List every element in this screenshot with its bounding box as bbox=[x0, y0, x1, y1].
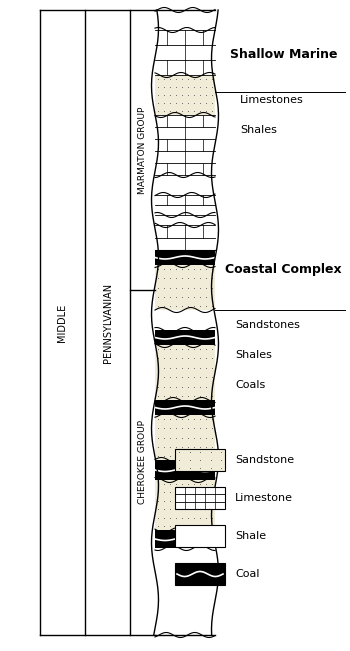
Bar bbox=[155, 530, 215, 548]
Bar bbox=[155, 400, 215, 415]
Bar bbox=[155, 75, 215, 115]
Bar bbox=[175, 563, 225, 585]
Text: Sandstones: Sandstones bbox=[235, 320, 300, 330]
Bar bbox=[155, 225, 215, 250]
Text: Shales: Shales bbox=[235, 350, 272, 360]
Bar bbox=[155, 548, 215, 635]
Bar bbox=[155, 310, 215, 330]
Bar bbox=[155, 195, 215, 215]
Text: Sandstone: Sandstone bbox=[235, 455, 294, 465]
Bar bbox=[155, 10, 215, 30]
Bar bbox=[155, 30, 215, 75]
Bar bbox=[155, 250, 215, 265]
Text: Coals: Coals bbox=[235, 380, 265, 390]
Bar bbox=[155, 265, 215, 310]
Bar bbox=[155, 175, 215, 195]
Bar bbox=[155, 480, 215, 530]
Bar bbox=[175, 525, 225, 547]
Text: Shales: Shales bbox=[240, 125, 277, 135]
Text: Shallow Marine: Shallow Marine bbox=[230, 49, 337, 61]
Bar bbox=[155, 115, 215, 175]
Text: Coal: Coal bbox=[235, 569, 259, 579]
Text: MARMATON GROUP: MARMATON GROUP bbox=[138, 106, 147, 194]
Bar bbox=[155, 415, 215, 460]
Text: Shale: Shale bbox=[235, 531, 266, 541]
Bar bbox=[175, 449, 225, 471]
Text: CHEROKEE GROUP: CHEROKEE GROUP bbox=[138, 421, 147, 505]
Bar bbox=[155, 345, 215, 400]
Text: Coastal Complex: Coastal Complex bbox=[225, 264, 342, 277]
Bar bbox=[155, 215, 215, 225]
Bar bbox=[155, 330, 215, 345]
Text: PENNSYLVANIAN: PENNSYLVANIAN bbox=[103, 283, 112, 363]
Bar bbox=[175, 487, 225, 509]
Text: Limestone: Limestone bbox=[235, 493, 293, 503]
Text: MIDDLE: MIDDLE bbox=[57, 303, 68, 342]
Text: Limestones: Limestones bbox=[240, 95, 304, 105]
Bar bbox=[155, 460, 215, 480]
